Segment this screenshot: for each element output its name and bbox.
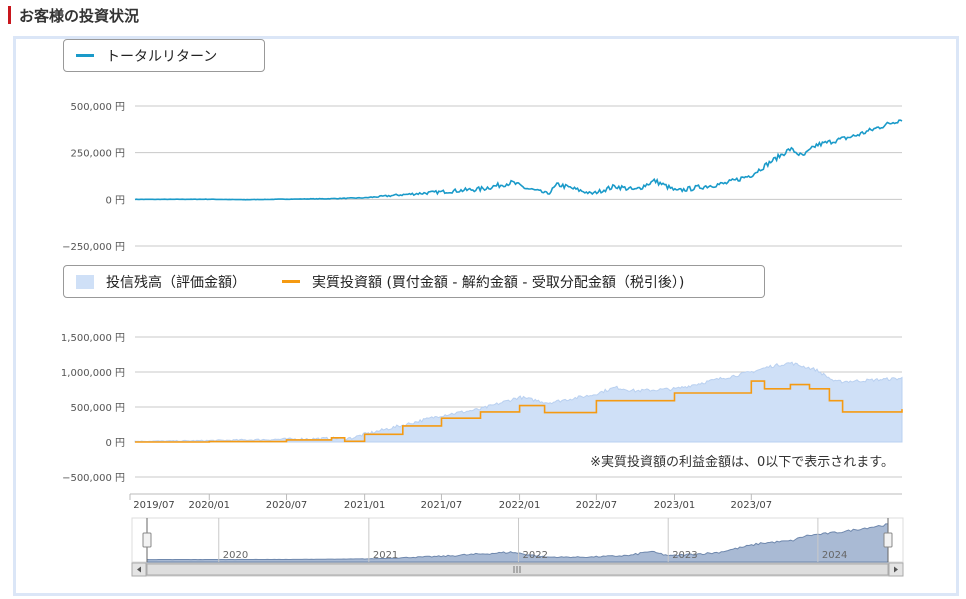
navigator-year-label-2: 2022	[523, 550, 548, 561]
legend-balance: 投信残高（評価金額） 実質投資額 (買付金額 - 解約金額 - 受取分配金額（税…	[63, 265, 765, 298]
legend-item-valuation[interactable]: 投信残高（評価金額）	[76, 272, 246, 292]
x-tick-label-1: 2020/01	[189, 500, 231, 511]
y-tick-return-1: 250,000 円	[70, 149, 125, 160]
x-tick-label-3: 2021/01	[344, 500, 386, 511]
section-accent-bar	[8, 6, 11, 24]
y-tick-balance-2: 500,000 円	[70, 403, 125, 414]
scroll-right-arrow-icon	[894, 566, 898, 573]
legend-item-total-return[interactable]: トータルリターン	[76, 46, 217, 66]
chart-note: ※実質投資額の利益金額は、0以下で表示されます。	[590, 455, 894, 470]
x-tick-label-4: 2021/07	[421, 500, 463, 511]
scroll-left-arrow-icon	[137, 566, 141, 573]
y-tick-balance-3: 0 円	[105, 438, 125, 449]
navigator-right-handle[interactable]	[883, 532, 893, 548]
navigator-year-label-3: 2023	[672, 550, 697, 561]
x-tick-label-6: 2022/07	[576, 500, 618, 511]
navigator-left-handle[interactable]	[142, 532, 152, 548]
y-tick-return-0: 500,000 円	[70, 102, 125, 113]
y-tick-balance-0: 1,500,000 円	[61, 333, 125, 344]
legend-line-swatch	[76, 54, 94, 57]
x-tick-label-2: 2020/07	[266, 500, 308, 511]
navigator-year-label-1: 2021	[373, 550, 398, 561]
legend-label-valuation: 投信残高（評価金額）	[106, 274, 246, 291]
navigator-year-label-4: 2024	[822, 550, 847, 561]
legend-item-net-investment[interactable]: 実質投資額 (買付金額 - 解約金額 - 受取分配金額（税引後）)	[282, 272, 684, 292]
section-header: お客様の投資状況	[8, 4, 139, 26]
y-tick-return-3: −250,000 円	[62, 242, 125, 253]
legend-label-total-return: トータルリターン	[106, 48, 218, 65]
x-tick-label-5: 2022/01	[499, 500, 541, 511]
navigator-year-label-0: 2020	[223, 550, 248, 561]
legend-label-net-investment: 実質投資額 (買付金額 - 解約金額 - 受取分配金額（税引後）)	[312, 274, 685, 291]
x-tick-label-0: 2019/07	[133, 500, 175, 511]
y-tick-return-2: 0 円	[105, 195, 125, 206]
series-total-return-line	[134, 119, 903, 201]
section-title: お客様の投資状況	[19, 6, 140, 25]
series-net-investment-line	[135, 380, 903, 443]
y-tick-balance-4: −500,000 円	[62, 473, 125, 484]
x-tick-label-8: 2023/07	[731, 500, 773, 511]
legend-line-swatch	[282, 280, 300, 283]
x-tick-label-7: 2023/01	[654, 500, 696, 511]
y-tick-balance-1: 1,000,000 円	[61, 368, 125, 379]
legend-total-return: トータルリターン	[63, 39, 265, 72]
legend-area-swatch	[76, 274, 94, 289]
series-valuation-area	[134, 361, 903, 443]
chart-frame	[13, 36, 959, 596]
